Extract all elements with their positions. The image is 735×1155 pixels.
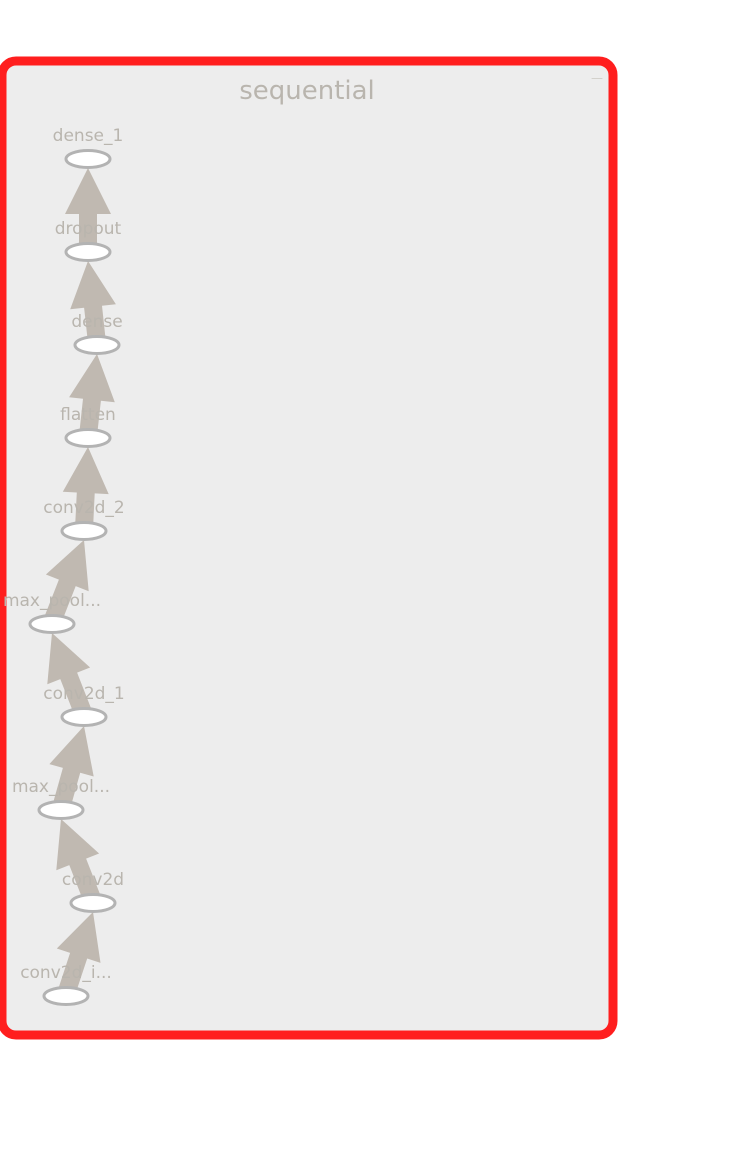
node-shape-flatten[interactable] [64, 428, 112, 448]
node-shape-max_pool_0[interactable] [37, 800, 85, 820]
node-shape-dense_1[interactable] [64, 149, 112, 169]
edge-conv2d_input-to-conv2d [56, 912, 101, 997]
node-label-conv2d_1: conv2d_1 [43, 684, 125, 704]
node-dense[interactable]: dense [71, 312, 123, 355]
node-label-conv2d: conv2d [62, 870, 124, 890]
node-shape-max_pool_1[interactable] [28, 614, 76, 634]
node-dense_1[interactable]: dense_1 [53, 126, 124, 169]
node-shape-dropout[interactable] [64, 242, 112, 262]
node-max_pool_1[interactable]: max_pool... [3, 591, 101, 634]
node-shape-dense[interactable] [73, 335, 121, 355]
sequential-group-box[interactable] [0, 56, 618, 1040]
node-flatten[interactable]: flatten [60, 405, 116, 448]
group-title: sequential [239, 76, 375, 106]
node-label-dense: dense [71, 312, 122, 332]
node-label-dense_1: dense_1 [53, 126, 124, 146]
edges-layer [43, 168, 116, 997]
node-shape-conv2d_1[interactable] [60, 707, 108, 727]
node-label-conv2d_2: conv2d_2 [43, 498, 125, 518]
edge-max_pool_1-to-conv2d_2 [43, 540, 89, 626]
node-label-conv2d_input: conv2d_i... [20, 963, 112, 983]
node-conv2d_1[interactable]: conv2d_1 [43, 684, 125, 727]
edge-conv2d_2-to-flatten [62, 447, 109, 530]
edge-conv2d_1-to-max_pool_1 [47, 633, 93, 719]
node-label-dropout: dropout [55, 219, 122, 239]
node-conv2d_2[interactable]: conv2d_2 [43, 498, 125, 541]
node-shape-conv2d[interactable] [69, 893, 117, 913]
node-shape-conv2d_input[interactable] [42, 986, 90, 1006]
node-label-max_pool_0: max_pool... [12, 777, 110, 797]
node-conv2d_input[interactable]: conv2d_i... [20, 963, 112, 1006]
collapse-icon[interactable]: — [591, 71, 603, 85]
node-shape-conv2d_2[interactable] [60, 521, 108, 541]
edge-dense-to-dropout [70, 261, 116, 344]
edge-conv2d-to-max_pool_0 [56, 819, 102, 905]
edge-dropout-to-dense_1 [65, 168, 111, 250]
node-label-max_pool_1: max_pool... [3, 591, 101, 611]
node-label-flatten: flatten [60, 405, 116, 425]
node-dropout[interactable]: dropout [55, 219, 122, 262]
node-max_pool_0[interactable]: max_pool... [12, 777, 110, 820]
node-conv2d[interactable]: conv2d [62, 870, 124, 913]
edge-flatten-to-dense [69, 354, 115, 437]
edge-max_pool_0-to-conv2d_1 [49, 726, 94, 811]
